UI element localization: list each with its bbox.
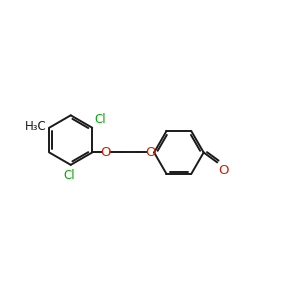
Text: O: O	[145, 146, 156, 159]
Text: Cl: Cl	[94, 113, 106, 126]
Text: O: O	[100, 146, 111, 159]
Text: Cl: Cl	[64, 169, 75, 182]
Text: O: O	[218, 164, 229, 177]
Text: H₃C: H₃C	[25, 120, 46, 133]
